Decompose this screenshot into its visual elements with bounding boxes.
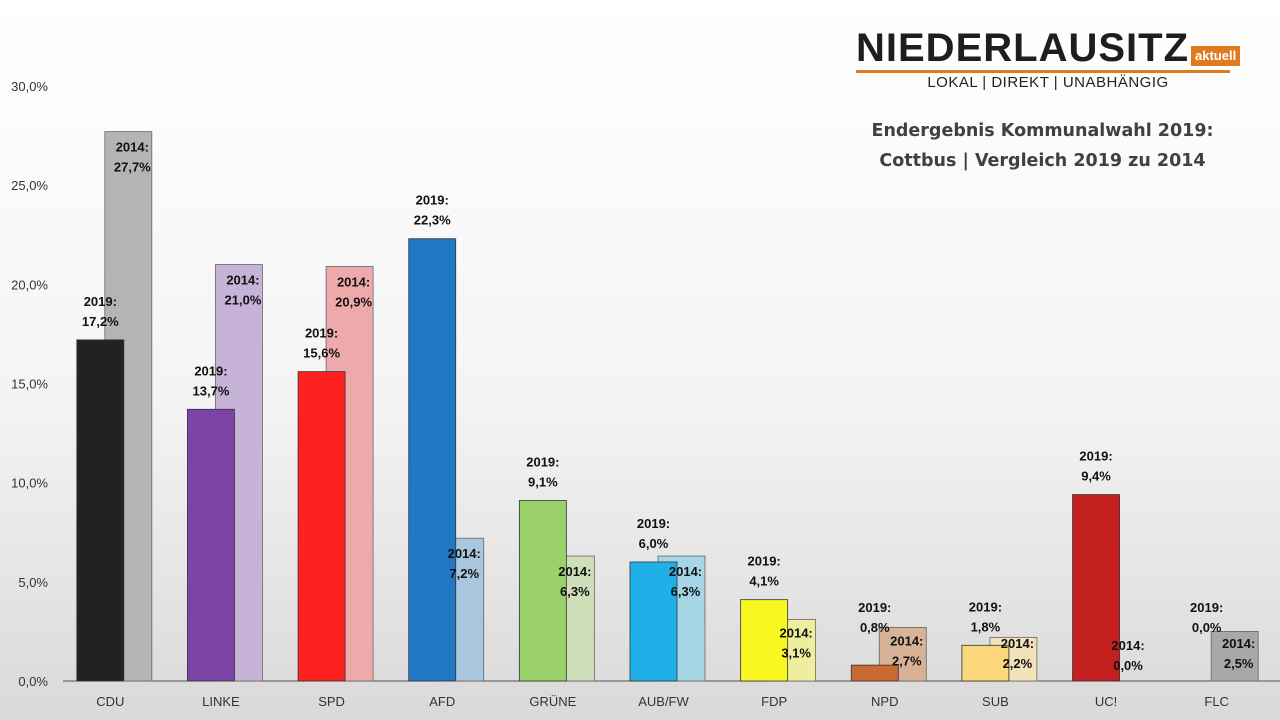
data-label-2019: 2019: 17,2% [82, 294, 119, 329]
bar-2019-afd [408, 238, 457, 682]
bar-2019-npd [850, 664, 899, 682]
x-tick-label: NPD [871, 694, 898, 709]
x-tick-label: CDU [96, 694, 124, 709]
data-label-2019: 2019: 1,8% [969, 599, 1002, 634]
data-label-2019: 2019: 9,1% [526, 455, 559, 490]
data-label-2019: 2019: 22,3% [414, 193, 451, 228]
data-label-2019: 2019: 15,6% [303, 326, 340, 361]
logo-wordmark: NIEDERLAUSITZ [856, 26, 1189, 70]
bar-2019-uc! [1072, 494, 1120, 682]
y-tick-label: 25,0% [11, 178, 48, 193]
bar-2019-spd [297, 371, 346, 682]
y-tick-label: 20,0% [11, 277, 48, 292]
data-label-2014: 2014: 0,0% [1111, 638, 1144, 673]
data-label-2014: 2014: 2,5% [1222, 636, 1255, 671]
x-tick-label: SPD [318, 694, 345, 709]
data-label-2019: 2019: 6,0% [637, 516, 670, 551]
bar-2019-sub [961, 644, 1010, 682]
x-tick-label: AFD [429, 694, 455, 709]
x-tick-label: UC! [1095, 694, 1117, 709]
logo-badge: aktuell [1191, 46, 1241, 66]
x-tick-label: FLC [1204, 694, 1229, 709]
y-tick-label: 10,0% [11, 476, 48, 491]
chart-title: Endergebnis Kommunalwahl 2019: Cottbus |… [820, 116, 1265, 176]
x-tick-label: GRÜNE [529, 694, 576, 709]
data-label-2019: 2019: 0,0% [1190, 600, 1223, 635]
logo: NIEDERLAUSITZ aktuell LOKAL | DIREKT | U… [856, 26, 1241, 91]
chart-title-line-1: Endergebnis Kommunalwahl 2019: [871, 121, 1214, 141]
y-tick-label: 15,0% [11, 377, 48, 392]
bar-2019-grüne [518, 500, 567, 682]
data-label-2014: 2014: 21,0% [225, 273, 262, 308]
x-tick-label: SUB [982, 694, 1009, 709]
data-label-2014: 2014: 2,7% [890, 633, 923, 668]
x-tick-label: LINKE [202, 694, 240, 709]
y-tick-label: 30,0% [11, 79, 48, 94]
y-tick-label: 5,0% [18, 575, 48, 590]
bar-2019-cdu [76, 339, 125, 682]
data-label-2014: 2014: 7,2% [448, 546, 481, 581]
data-label-2014: 2014: 27,7% [114, 140, 151, 175]
data-label-2014: 2014: 2,2% [1001, 636, 1034, 671]
data-label-2014: 2014: 3,1% [780, 626, 813, 661]
logo-rule [856, 70, 1230, 73]
x-tick-label: FDP [761, 694, 787, 709]
logo-tagline: LOKAL | DIREKT | UNABHÄNGIG [927, 74, 1169, 91]
chart-title-line-2: Cottbus | Vergleich 2019 zu 2014 [879, 151, 1206, 171]
bar-2019-fdp [740, 599, 789, 682]
data-label-2019: 2019: 4,1% [748, 554, 781, 589]
data-label-2019: 2019: 0,8% [858, 600, 891, 635]
bar-2019-aub/fw [629, 561, 678, 682]
bar-2014-flc [1210, 631, 1259, 682]
data-label-2014: 2014: 6,3% [669, 564, 702, 599]
x-tick-label: AUB/FW [638, 694, 689, 709]
data-label-2019: 2019: 13,7% [193, 363, 230, 398]
data-label-2019: 2019: 9,4% [1079, 449, 1112, 484]
data-label-2014: 2014: 6,3% [558, 564, 591, 599]
bar-2019-linke [187, 408, 235, 682]
y-tick-label: 0,0% [18, 674, 48, 689]
data-label-2014: 2014: 20,9% [335, 274, 372, 309]
